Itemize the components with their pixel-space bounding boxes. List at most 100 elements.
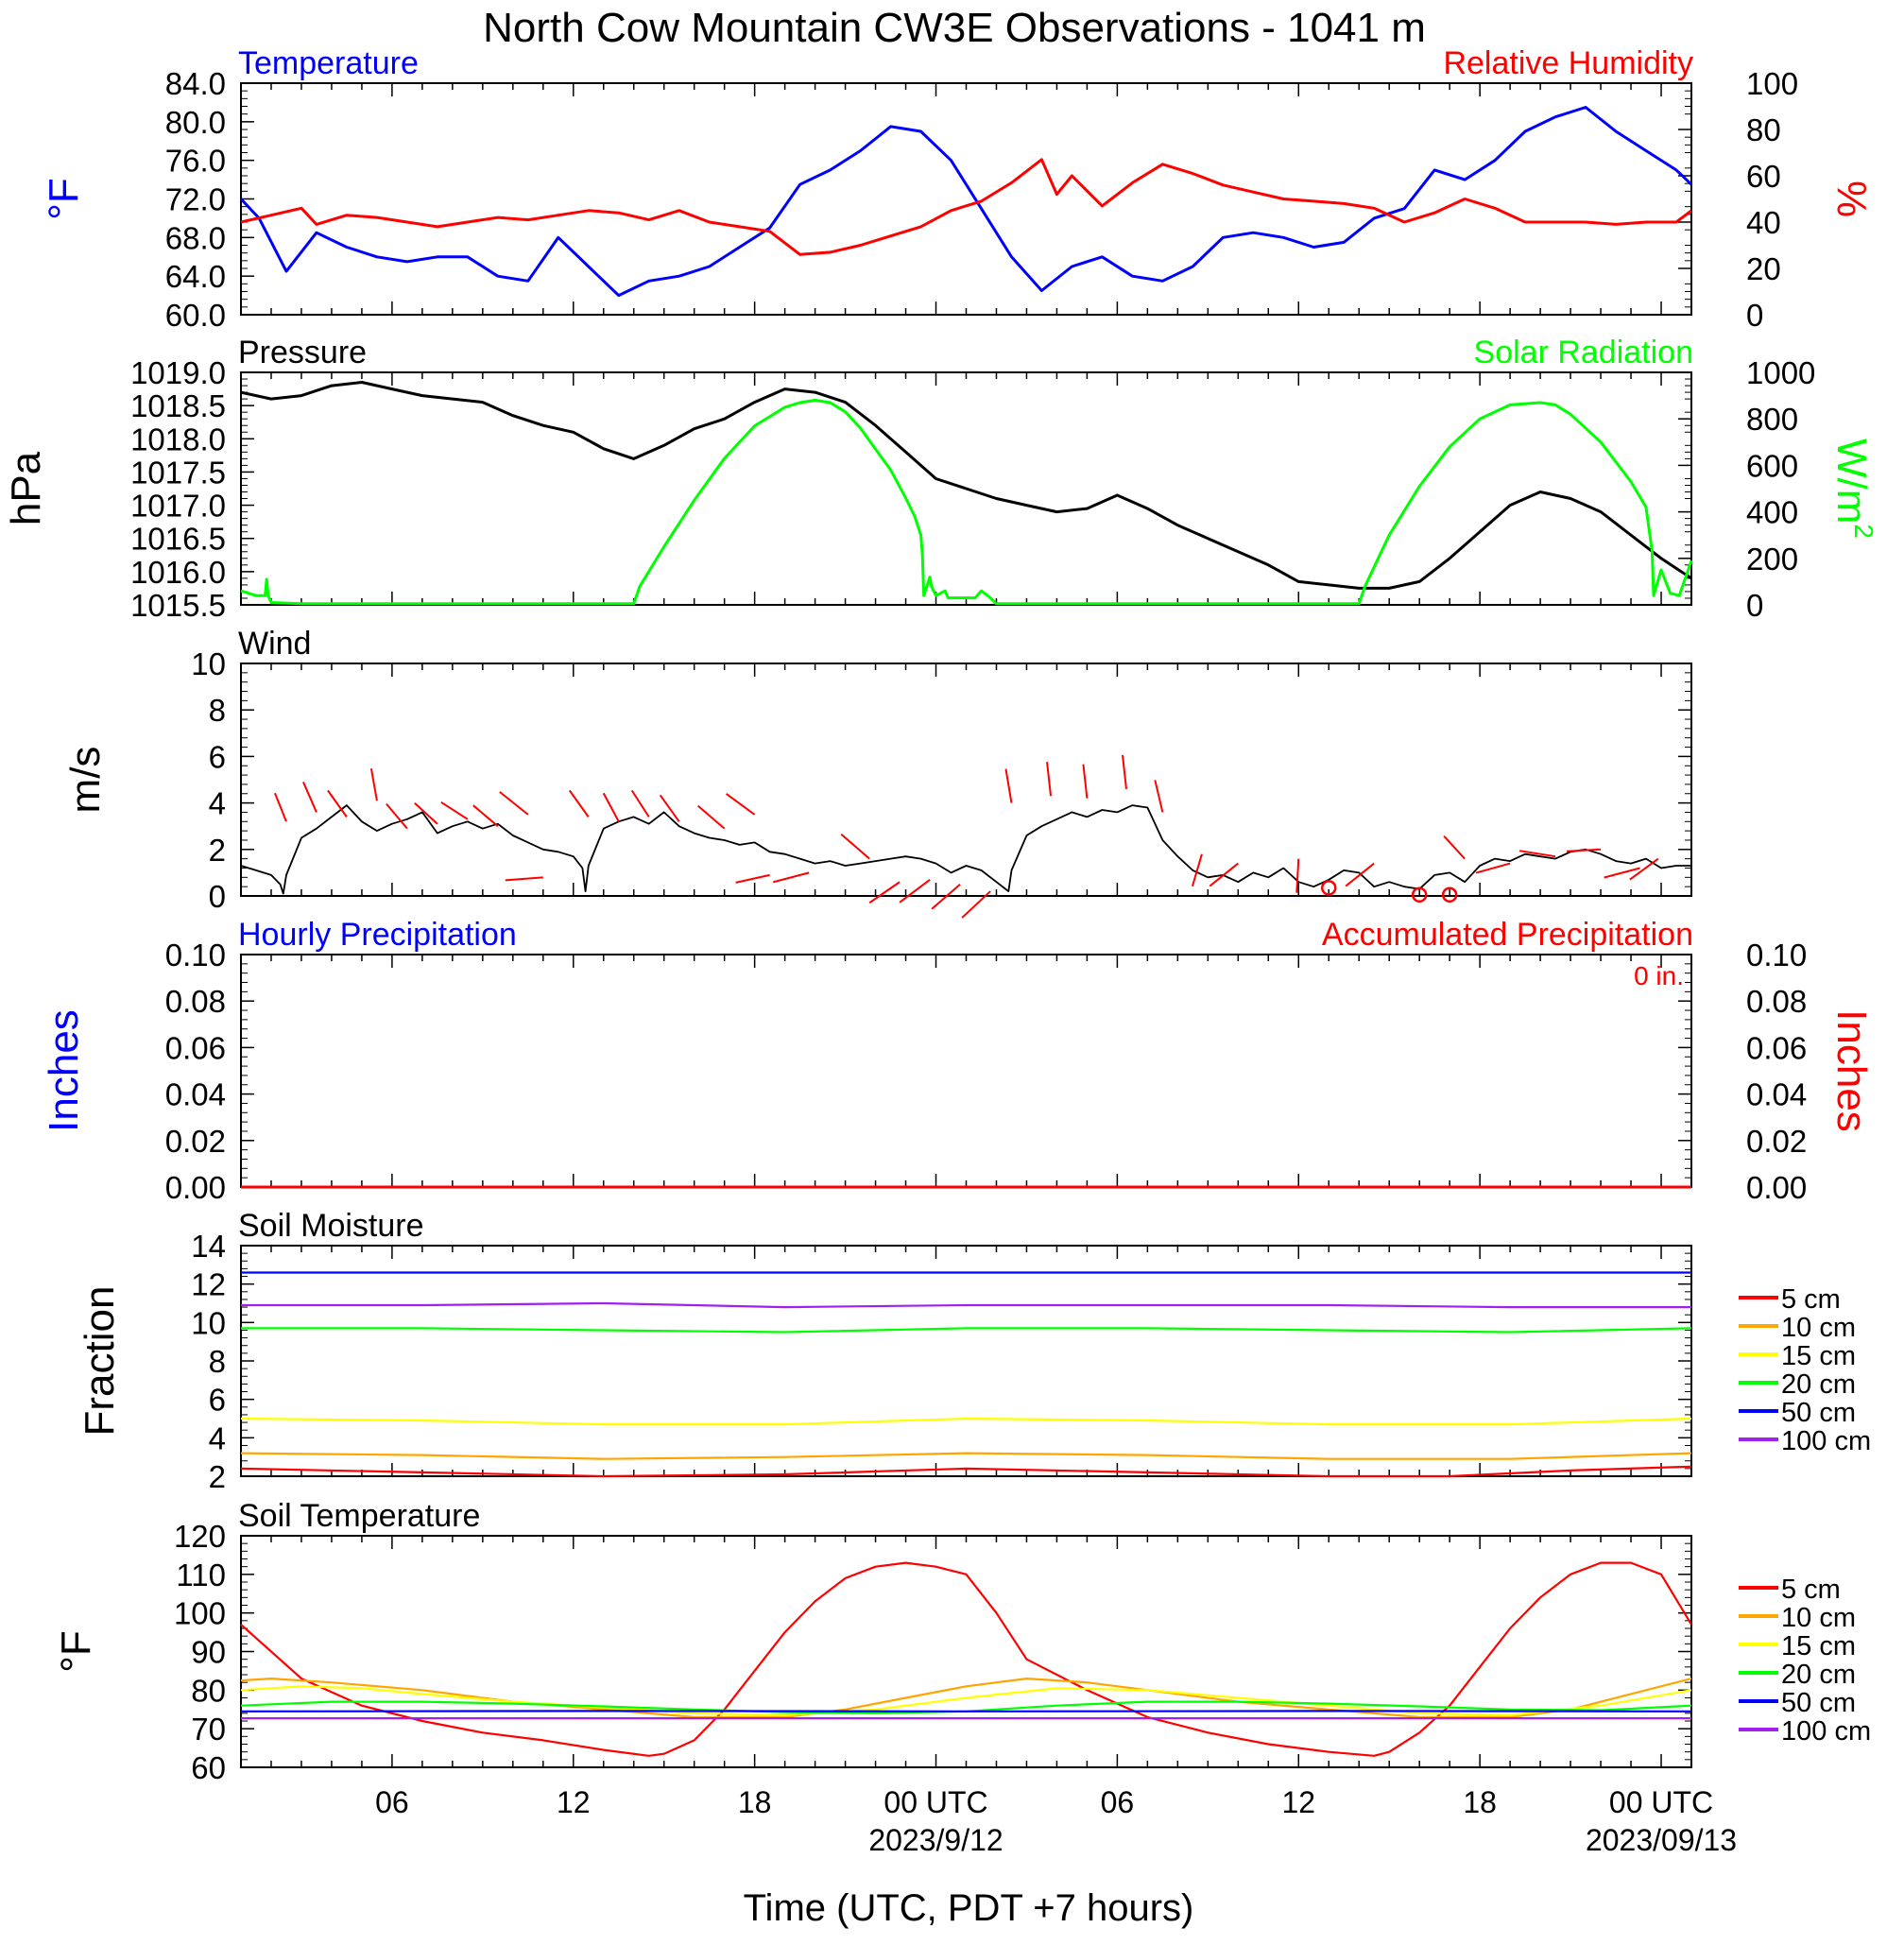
y-axis-label-left: Inches [41, 1009, 87, 1132]
x-tick-label: 18 [1463, 1785, 1497, 1819]
series-line-10-cm [241, 1454, 1691, 1459]
panel-temp-rh: 60.064.068.072.076.080.084.0020406080100… [41, 45, 1875, 333]
y-tick-label-left: 0.02 [165, 1124, 226, 1159]
y-tick-label-left: 2 [209, 1459, 226, 1494]
legend-label: 5 cm [1781, 1284, 1841, 1315]
wind-barb [1567, 850, 1601, 852]
wind-barb [275, 793, 286, 821]
legend-label: 20 cm [1781, 1369, 1856, 1400]
y-axis-label-right: Inches [1828, 1009, 1875, 1132]
panel-title-left: Soil Temperature [238, 1498, 480, 1534]
y-axis-label-left: °F [53, 1630, 99, 1672]
y-axis-label-left: Fraction [77, 1286, 123, 1437]
legend-label: 20 cm [1781, 1660, 1856, 1690]
y-tick-label-left: 1016.0 [130, 555, 226, 590]
wind-barb [632, 790, 649, 817]
series-line-right [241, 401, 1691, 604]
y-tick-label-left: 64.0 [165, 259, 226, 294]
panel-title-left: Hourly Precipitation [238, 917, 517, 953]
y-tick-label-left: 8 [209, 693, 226, 728]
y-tick-label-right: 0.10 [1746, 938, 1807, 972]
wind-barb [773, 872, 809, 882]
y-tick-label-right: 0 [1746, 588, 1763, 623]
y-axis-label-right: W/m2 [1828, 439, 1878, 539]
y-tick-label-right: 0.02 [1746, 1124, 1807, 1159]
y-tick-label-left: 100 [174, 1596, 226, 1631]
y-tick-label-right: 600 [1746, 448, 1798, 483]
y-tick-label-left: 0 [209, 879, 226, 914]
series-line-left [241, 805, 1691, 893]
x-tick-label: 12 [557, 1785, 591, 1819]
y-tick-label-left: 1016.5 [130, 522, 226, 557]
y-tick-label-left: 60 [191, 1750, 226, 1785]
y-tick-label-left: 6 [209, 739, 226, 774]
y-tick-label-right: 200 [1746, 542, 1798, 577]
wind-barb [1005, 769, 1011, 803]
panel-title-right: Relative Humidity [1443, 45, 1693, 81]
series-line-left [241, 383, 1691, 589]
y-tick-label-left: 60.0 [165, 298, 226, 333]
y-tick-label-left: 1018.5 [130, 388, 226, 423]
wind-barb [869, 882, 900, 903]
legend-label: 100 cm [1781, 1716, 1871, 1747]
y-tick-label-left: 80.0 [165, 105, 226, 140]
wind-barb [473, 805, 498, 826]
y-tick-label-left: 72.0 [165, 182, 226, 217]
y-tick-label-right: 100 [1746, 66, 1798, 101]
x-tick-label: 12 [1281, 1785, 1315, 1819]
legend-label: 15 cm [1781, 1631, 1856, 1661]
wind-barb [441, 802, 468, 819]
y-tick-label-left: 110 [176, 1558, 226, 1592]
y-tick-label-right: 0.00 [1746, 1170, 1807, 1205]
y-tick-label-left: 84.0 [165, 66, 226, 101]
y-tick-label-right: 1000 [1746, 355, 1815, 390]
y-tick-label-left: 120 [174, 1519, 226, 1554]
y-tick-label-left: 6 [209, 1383, 226, 1418]
legend-label: 100 cm [1781, 1426, 1871, 1456]
y-tick-label-left: 80 [191, 1673, 226, 1708]
y-tick-label-left: 0.00 [165, 1170, 226, 1205]
legend-label: 10 cm [1781, 1603, 1856, 1633]
x-tick-label: 18 [738, 1785, 772, 1819]
panel-title-left: Wind [238, 626, 311, 662]
x-tick-label: 06 [1101, 1785, 1135, 1819]
y-tick-label-right: 80 [1746, 112, 1781, 147]
wind-barb [1047, 762, 1051, 796]
y-tick-label-right: 20 [1746, 251, 1781, 286]
panel-title-right: Accumulated Precipitation [1322, 917, 1693, 953]
wind-barb [1083, 765, 1087, 799]
wind-barb [736, 875, 770, 883]
x-tick-label: 00 UTC [883, 1785, 987, 1819]
x-tick-label: 06 [375, 1785, 409, 1819]
wind-barb [727, 794, 755, 815]
y-tick-label-right: 0.08 [1746, 984, 1807, 1019]
y-axis-label-superscript: 2 [1849, 524, 1878, 539]
panel-title-right: Solar Radiation [1474, 335, 1693, 370]
x-axis-label: Time (UTC, PDT +7 hours) [744, 1887, 1194, 1929]
legend-label: 50 cm [1781, 1688, 1856, 1718]
y-tick-label-right: 60 [1746, 159, 1781, 194]
wind-barb [570, 790, 589, 817]
legend-label: 50 cm [1781, 1398, 1856, 1428]
y-tick-label-left: 1015.5 [130, 588, 226, 623]
y-tick-label-left: 68.0 [165, 220, 226, 255]
y-axis-label-left: hPa [3, 451, 49, 525]
y-tick-label-left: 1017.5 [130, 455, 226, 490]
wind-barb [698, 806, 725, 829]
wind-barb [1209, 864, 1238, 886]
y-tick-label-right: 800 [1746, 402, 1798, 437]
legend-label: 5 cm [1781, 1575, 1841, 1605]
series-line-15-cm [241, 1419, 1691, 1424]
wind-barb [1123, 755, 1126, 789]
wind-barb [1155, 780, 1162, 812]
panel-title-left: Pressure [238, 335, 367, 370]
panel-frame [241, 83, 1691, 315]
y-tick-label-left: 4 [209, 786, 226, 821]
series-line-5-cm [241, 1563, 1691, 1756]
y-tick-label-right: 40 [1746, 205, 1781, 240]
